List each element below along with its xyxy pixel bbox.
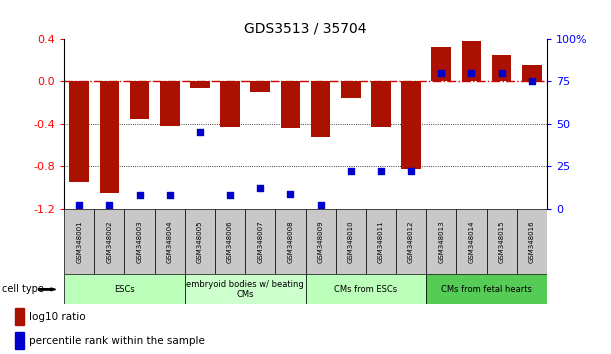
Text: GSM348011: GSM348011 (378, 220, 384, 263)
Bar (306, 209, 335, 274)
Bar (431, 47, 451, 81)
Bar (245, 209, 276, 274)
Bar (335, 209, 366, 274)
Bar (15, 308, 24, 325)
Text: GSM348009: GSM348009 (318, 220, 324, 263)
Bar (396, 209, 426, 274)
Bar (221, 81, 240, 127)
Text: GSM348012: GSM348012 (408, 220, 414, 263)
Point (134, 193, 144, 198)
Bar (185, 274, 306, 304)
Text: GSM348013: GSM348013 (438, 220, 444, 263)
Bar (70, 81, 89, 182)
Bar (276, 209, 306, 274)
Text: GSM348004: GSM348004 (167, 220, 173, 263)
Text: GSM348007: GSM348007 (257, 220, 263, 263)
Point (104, 202, 114, 208)
Text: ESCs: ESCs (114, 285, 135, 294)
Text: embryoid bodies w/ beating
CMs: embryoid bodies w/ beating CMs (186, 280, 304, 299)
Bar (426, 209, 456, 274)
Point (316, 202, 326, 208)
Text: GSM348008: GSM348008 (287, 220, 293, 263)
Text: GSM348003: GSM348003 (137, 220, 142, 263)
Point (75, 202, 84, 208)
Bar (426, 274, 547, 304)
Bar (94, 209, 125, 274)
Text: GSM348015: GSM348015 (499, 220, 505, 263)
Text: CMs from fetal hearts: CMs from fetal hearts (441, 285, 532, 294)
Bar (456, 209, 486, 274)
Bar (155, 209, 185, 274)
Bar (64, 274, 185, 304)
Bar (64, 209, 94, 274)
Text: GSM348001: GSM348001 (76, 220, 82, 263)
Bar (492, 55, 511, 81)
Point (527, 79, 536, 84)
Bar (341, 81, 360, 98)
Bar (100, 81, 119, 193)
Point (436, 70, 446, 76)
Bar (371, 81, 390, 127)
Text: log10 ratio: log10 ratio (29, 312, 86, 322)
Point (376, 169, 386, 174)
Bar (280, 81, 300, 128)
Text: GSM348006: GSM348006 (227, 220, 233, 263)
Text: GSM348010: GSM348010 (348, 220, 354, 263)
Bar (160, 81, 180, 126)
Bar (190, 81, 210, 88)
Text: GSM348016: GSM348016 (529, 220, 535, 263)
Point (285, 191, 295, 196)
Point (225, 193, 235, 198)
Bar (306, 274, 426, 304)
Bar (311, 81, 331, 137)
Text: GDS3513 / 35704: GDS3513 / 35704 (244, 21, 367, 35)
Bar (522, 65, 541, 81)
Text: GSM348002: GSM348002 (106, 220, 112, 263)
Bar (215, 209, 245, 274)
Text: cell type: cell type (2, 284, 44, 295)
Bar (251, 81, 270, 92)
Point (497, 70, 507, 76)
Bar (185, 209, 215, 274)
Text: GSM348005: GSM348005 (197, 220, 203, 263)
Bar (486, 209, 517, 274)
Text: CMs from ESCs: CMs from ESCs (334, 285, 397, 294)
Point (255, 185, 265, 191)
Bar (125, 209, 155, 274)
Point (195, 130, 205, 135)
Bar (366, 209, 396, 274)
Point (346, 169, 356, 174)
Bar (15, 332, 24, 349)
Point (406, 169, 416, 174)
Bar (517, 209, 547, 274)
Bar (462, 41, 481, 81)
Text: percentile rank within the sample: percentile rank within the sample (29, 336, 205, 346)
Text: GSM348014: GSM348014 (469, 220, 474, 263)
Point (165, 193, 175, 198)
Bar (401, 81, 421, 169)
Bar (130, 81, 149, 119)
Point (467, 70, 477, 76)
